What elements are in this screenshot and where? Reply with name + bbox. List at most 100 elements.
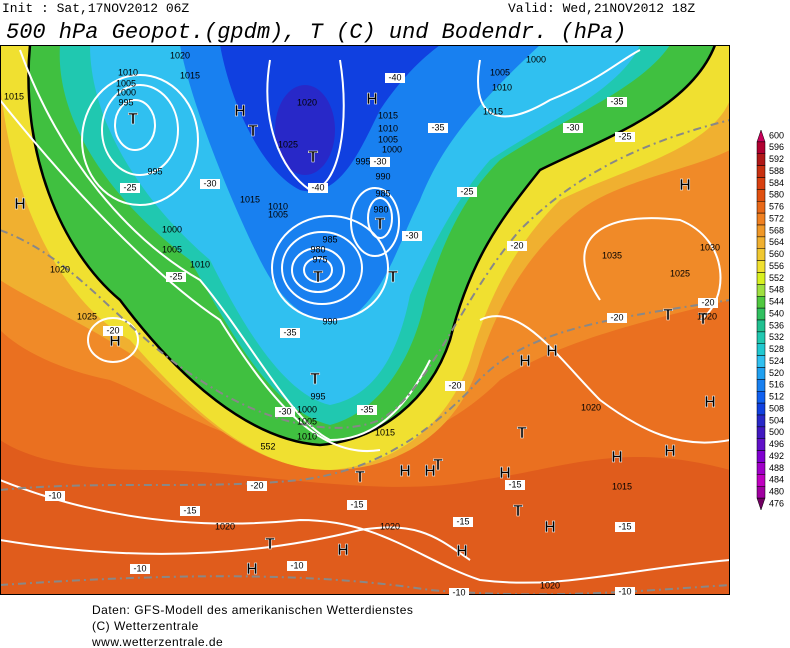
colorbar-label: 500 [769, 427, 784, 437]
init-time: Init : Sat,17NOV2012 06Z [2, 1, 189, 16]
temperature-label: -20 [106, 325, 119, 335]
temperature-label: -35 [360, 404, 373, 414]
isobar-label: 1000 [297, 404, 317, 414]
contour-552 [27, 45, 717, 447]
colorbar-label: 484 [769, 475, 784, 485]
temperature-label-box [445, 381, 465, 391]
isobar-label: 1000 [526, 54, 546, 64]
temperature-label: -35 [610, 96, 623, 106]
temperature-label: -25 [123, 182, 136, 192]
pressure-center: H [337, 542, 349, 559]
valid-time: Valid: Wed,21NOV2012 18Z [508, 1, 695, 16]
pressure-center: H [399, 463, 411, 480]
colorbar-swatch [756, 165, 766, 178]
colorbar-swatch [756, 367, 766, 380]
isobar-label: 1020 [697, 311, 717, 321]
pressure-center: H [14, 196, 26, 213]
temperature-label-box [453, 517, 473, 527]
temperature-label: -15 [183, 505, 196, 515]
isobar-label: 1015 [4, 91, 24, 101]
colorbar-swatch [756, 260, 766, 273]
pressure-center: T [128, 111, 138, 128]
colorbar-swatch [756, 141, 766, 154]
pressure-center: T [433, 457, 443, 474]
colorbar-swatch [756, 296, 766, 309]
pressure-center: H [611, 449, 623, 466]
temperature-label-box [45, 491, 65, 501]
pressure-center: H [109, 333, 121, 350]
temperature-label-box [275, 407, 295, 417]
colorbar-cap [756, 129, 766, 143]
temperature-label: -30 [373, 156, 386, 166]
pressure-center: T [308, 149, 318, 166]
pressure-center: H [424, 463, 436, 480]
colorbar-label: 600 [769, 130, 784, 140]
temperature-label-box [308, 183, 328, 193]
pressure-center: H [499, 465, 511, 482]
isobar-label: 1020 [540, 580, 560, 590]
pressure-center: T [248, 123, 258, 140]
isobar-label: 990 [375, 171, 390, 181]
isobar-label: 1005 [116, 78, 136, 88]
temperature-label-box [563, 123, 583, 133]
isobar-label: 1005 [297, 416, 317, 426]
temperature-label-box [247, 481, 267, 491]
colorbar-label: 496 [769, 439, 784, 449]
colorbar-label: 524 [769, 356, 784, 366]
temperature-label: -25 [618, 131, 631, 141]
isobar-label: 995 [355, 156, 370, 166]
temperature-label: -30 [405, 230, 418, 240]
pressure-center: H [546, 343, 558, 360]
temperature-label-box [287, 561, 307, 571]
colorbar-label: 516 [769, 380, 784, 390]
isobar-label: 1025 [670, 268, 690, 278]
pressure-center: T [388, 269, 398, 286]
temperature-label-box [280, 328, 300, 338]
colorbar-swatch [756, 272, 766, 285]
colorbar-swatch [756, 355, 766, 368]
colorbar-swatch [756, 177, 766, 190]
isobar-label: 1025 [278, 139, 298, 149]
isobar-label: 995 [310, 391, 325, 401]
temperature-label-box [385, 73, 405, 83]
zone-504 [275, 85, 335, 175]
temperature-label-box [457, 187, 477, 197]
temperature-label: -15 [618, 521, 631, 531]
colorbar-label: 552 [769, 273, 784, 283]
isobar-label: 1015 [180, 70, 200, 80]
colorbar-label: 596 [769, 142, 784, 152]
temperature-label: -20 [250, 480, 263, 490]
colorbar-swatch [756, 438, 766, 451]
isobar-label: 1005 [162, 244, 182, 254]
colorbar-label: 480 [769, 487, 784, 497]
temperature-lines [0, 119, 730, 595]
temperature-label: -20 [448, 380, 461, 390]
colorbar-label: 588 [769, 166, 784, 176]
pressure-center: T [698, 311, 708, 328]
isobar-label: 1005 [490, 67, 510, 77]
colorbar-label: 576 [769, 202, 784, 212]
temperature-label-box [507, 241, 527, 251]
isobar-label: 1020 [297, 97, 317, 107]
temperature-label-box [357, 405, 377, 415]
isobars [0, 49, 730, 584]
colorbar-swatch [756, 486, 766, 499]
footer-line: www.wetterzentrale.de [91, 635, 223, 648]
temperature-label: -10 [452, 587, 465, 597]
temperature-label-box [615, 132, 635, 142]
footer-line: (C) Wetterzentrale [92, 619, 199, 633]
pressure-center: H [519, 353, 531, 370]
isobar-label: 975 [312, 254, 327, 264]
isobar-label: 1015 [483, 106, 503, 116]
temperature-label: -30 [278, 406, 291, 416]
temperature-label: -40 [311, 182, 324, 192]
colorbar-label: 492 [769, 451, 784, 461]
colorbar-swatch [756, 414, 766, 428]
colorbar-label: 580 [769, 190, 784, 200]
colorbar-label: 592 [769, 154, 784, 164]
temperature-label-box [698, 298, 718, 308]
colorbar-cap [756, 497, 766, 511]
colorbar-label: 536 [769, 320, 784, 330]
colorbar-swatch [756, 331, 766, 344]
